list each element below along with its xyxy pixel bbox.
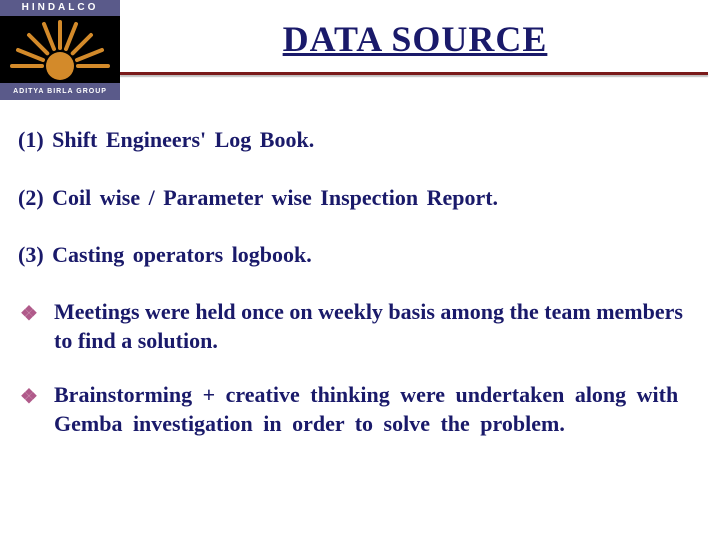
logo-bottom-text: ADITYA BIRLA GROUP bbox=[0, 83, 120, 100]
bullet-item: ❖ Meetings were held once on weekly basi… bbox=[18, 298, 692, 355]
numbered-item-text: (1) Shift Engineers' Log Book. bbox=[18, 127, 314, 152]
diamond-icon: ❖ bbox=[18, 384, 40, 410]
diamond-icon: ❖ bbox=[18, 301, 40, 327]
numbered-item: (3) Casting operators logbook. bbox=[18, 240, 692, 270]
header: HINDALCO bbox=[0, 0, 720, 100]
bullet-item-text: Meetings were held once on weekly basis … bbox=[54, 298, 692, 355]
content-area: (1) Shift Engineers' Log Book. (2) Coil … bbox=[18, 125, 692, 464]
title-container: DATA SOURCE bbox=[130, 18, 700, 60]
bullet-item: ❖ Brainstorming + creative thinking were… bbox=[18, 381, 692, 438]
numbered-item-text: (2) Coil wise / Parameter wise Inspectio… bbox=[18, 185, 498, 210]
bullet-item-text: Brainstorming + creative thinking were u… bbox=[54, 381, 692, 438]
numbered-item: (1) Shift Engineers' Log Book. bbox=[18, 125, 692, 155]
sun-icon bbox=[0, 16, 120, 83]
numbered-item: (2) Coil wise / Parameter wise Inspectio… bbox=[18, 183, 692, 213]
slide-title: DATA SOURCE bbox=[283, 18, 548, 60]
numbered-item-text: (3) Casting operators logbook. bbox=[18, 242, 312, 267]
logo-top-text: HINDALCO bbox=[0, 0, 120, 16]
company-logo: HINDALCO bbox=[0, 0, 120, 100]
title-underline-rule bbox=[120, 72, 708, 75]
